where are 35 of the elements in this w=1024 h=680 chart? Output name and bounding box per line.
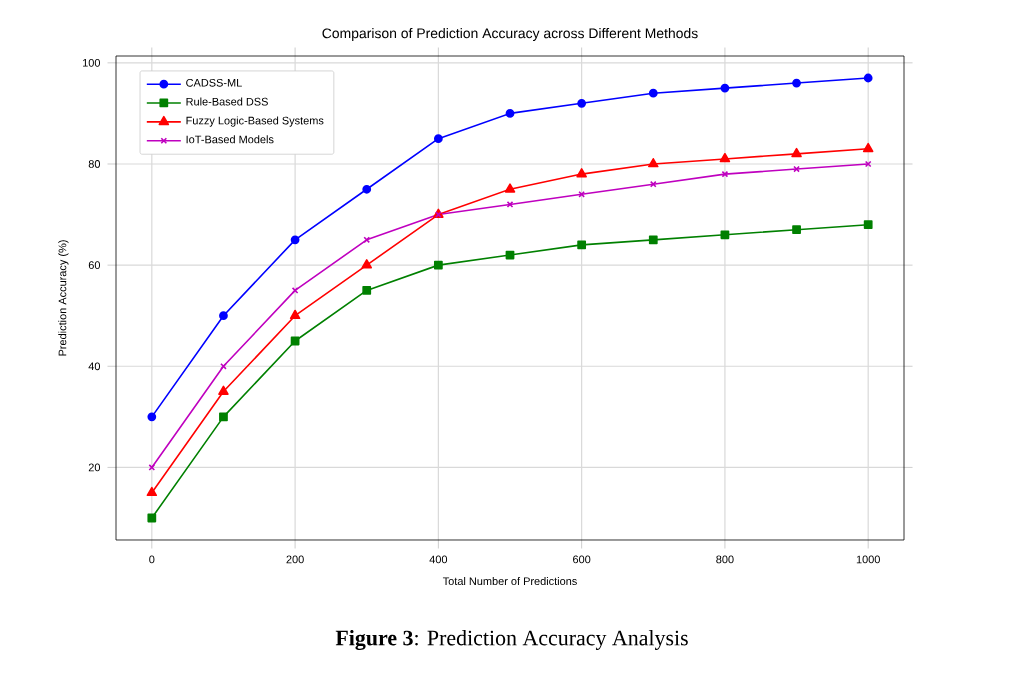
point (647, 158, 659, 168)
point (862, 142, 874, 153)
point (863, 73, 873, 83)
point (361, 259, 373, 269)
point (289, 309, 301, 320)
text: Figure 3: Prediction Accuracy Analysis (335, 630, 688, 651)
point (720, 230, 730, 240)
point (719, 152, 731, 163)
point (433, 260, 443, 270)
point (504, 183, 516, 193)
point (649, 180, 657, 188)
point (362, 286, 372, 295)
point (218, 385, 229, 395)
point (362, 184, 372, 194)
point (577, 98, 587, 108)
point (147, 412, 157, 422)
point (219, 412, 228, 422)
point (577, 240, 587, 250)
point (505, 109, 515, 118)
point (648, 235, 658, 245)
point (721, 170, 729, 178)
point (147, 513, 157, 523)
point (792, 78, 801, 88)
point (578, 190, 585, 198)
point (648, 88, 658, 98)
point (146, 486, 158, 497)
point (219, 311, 228, 321)
point (290, 235, 300, 245)
point (576, 168, 587, 178)
point (791, 147, 802, 158)
point (433, 134, 443, 144)
point (363, 236, 371, 244)
point (792, 225, 801, 235)
point (863, 220, 873, 230)
point (720, 83, 730, 93)
